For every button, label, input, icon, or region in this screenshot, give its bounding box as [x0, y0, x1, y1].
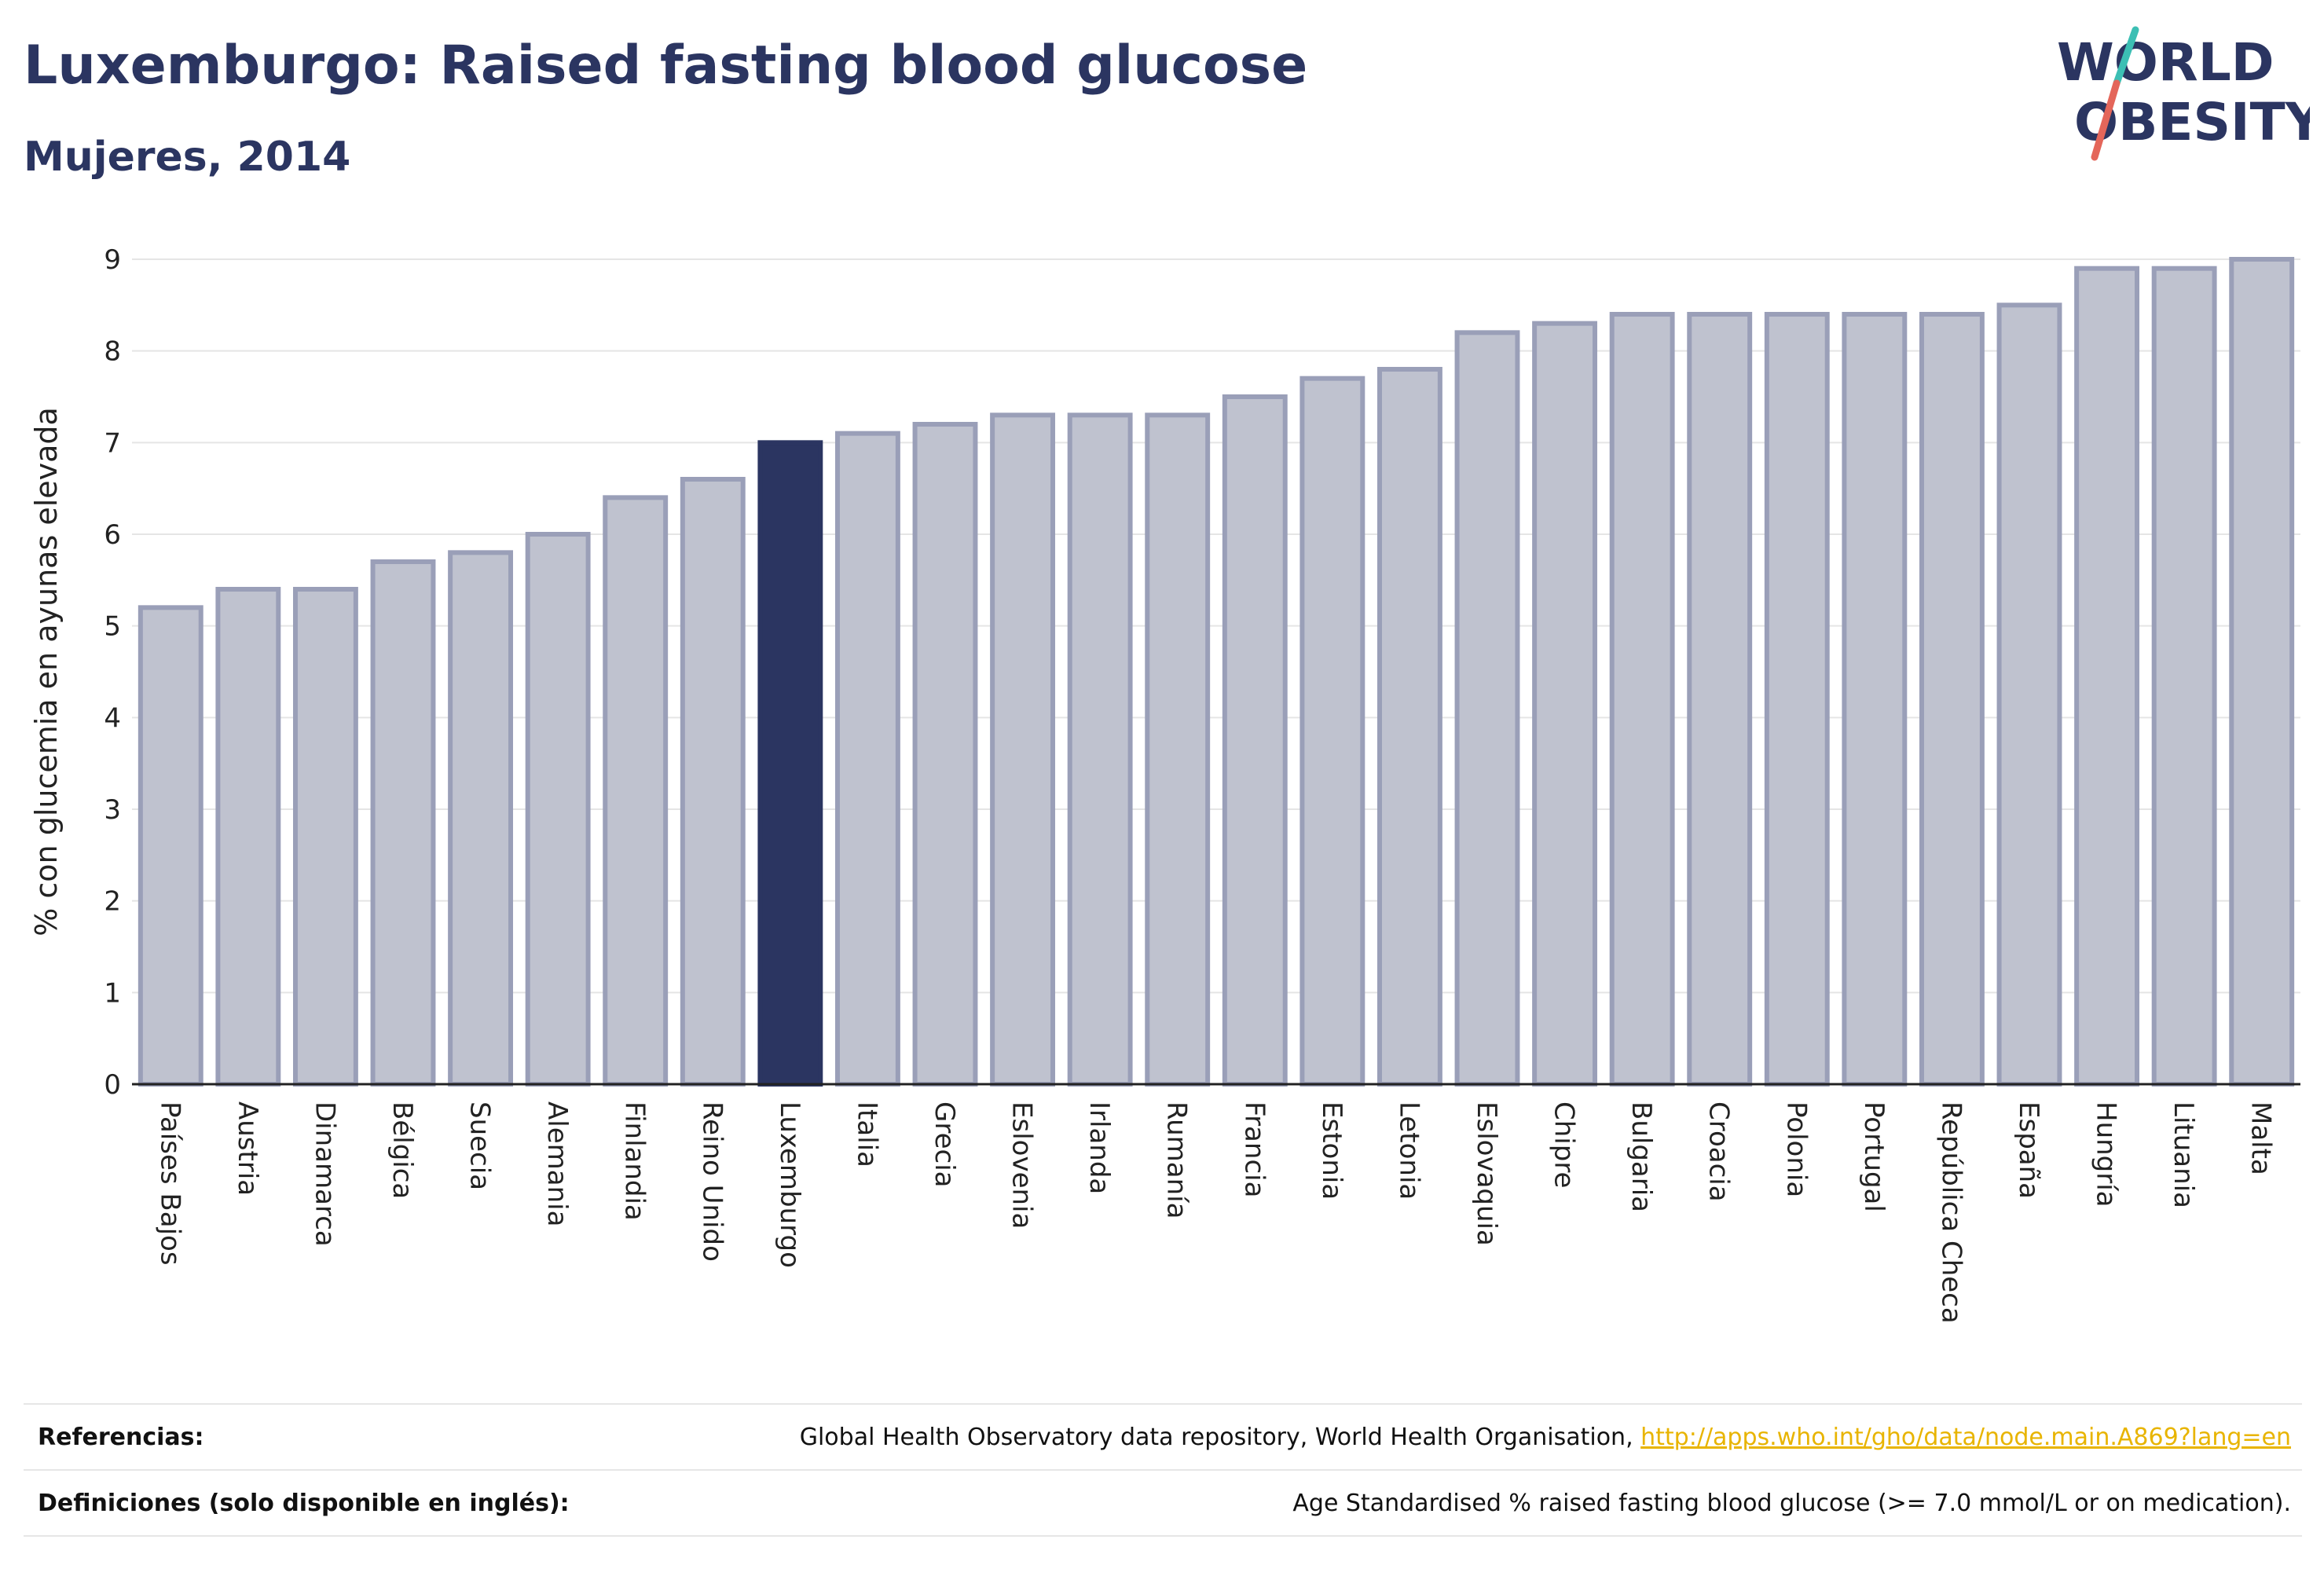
x-tick-label: Grecia — [929, 1101, 960, 1187]
x-tick-label: Austria — [232, 1101, 263, 1196]
logo-slash-teal — [2113, 26, 2139, 87]
x-tick-label: Eslovenia — [1006, 1101, 1038, 1229]
definitions-label: Definiciones (solo disponible en inglés)… — [38, 1490, 570, 1517]
x-tick-label: Malta — [2245, 1101, 2277, 1175]
x-tick-label: Países Bajos — [154, 1101, 185, 1266]
x-tick-label: Polonia — [1780, 1101, 1812, 1197]
references-row: Referencias: Global Health Observatory d… — [24, 1403, 2302, 1469]
x-tick-label: República Checa — [1935, 1101, 1967, 1324]
bar — [1919, 312, 1985, 1087]
x-tick-label: Portugal — [1858, 1101, 1890, 1212]
bar — [834, 431, 900, 1087]
bar — [2074, 266, 2140, 1087]
world-obesity-logo: WORLD OBESITY — [2057, 26, 2310, 161]
y-tick-label: 8 — [104, 336, 121, 368]
y-tick-label: 2 — [104, 886, 121, 918]
x-tick-label: Reino Unido — [696, 1101, 728, 1262]
x-tick-label: Francia — [1238, 1101, 1270, 1197]
bar — [1842, 312, 1908, 1087]
x-tick-label: Irlanda — [1083, 1101, 1115, 1194]
references-value: Global Health Observatory data repositor… — [800, 1424, 2291, 1451]
x-tick-label: Chipre — [1549, 1101, 1580, 1188]
x-tick-label: Letonia — [1393, 1101, 1424, 1200]
bar — [2151, 266, 2217, 1087]
x-tick-label: Croacia — [1703, 1101, 1735, 1202]
x-tick-label: Estonia — [1316, 1101, 1347, 1200]
x-tick-label: Alemania — [541, 1101, 573, 1226]
bar — [680, 477, 746, 1087]
x-tick-label: Dinamarca — [309, 1101, 340, 1247]
y-tick-label: 7 — [104, 427, 121, 459]
chart-title: Luxemburgo: Raised fasting blood glucose — [24, 35, 1308, 97]
logo-slash-red — [2091, 79, 2121, 161]
x-tick-label: Italia — [851, 1101, 882, 1167]
bar — [1764, 312, 1830, 1087]
x-tick-label: España — [2013, 1101, 2044, 1199]
bar — [137, 605, 203, 1087]
references-link[interactable]: http://apps.who.int/gho/data/node.main.A… — [1640, 1424, 2291, 1451]
bar — [1996, 302, 2062, 1087]
y-tick-label: 9 — [104, 244, 121, 276]
bar — [1609, 312, 1675, 1087]
bar — [1687, 312, 1753, 1087]
bar — [1299, 376, 1365, 1087]
x-tick-label: Suecia — [464, 1101, 496, 1190]
bar — [1532, 321, 1598, 1087]
bar — [1454, 330, 1520, 1087]
bar-chart: 0 1 2 3 4 5 6 7 8 9 % con glucemia en ayunas eleva… — [29, 244, 2300, 1324]
bar — [292, 587, 358, 1087]
y-tick-label: 4 — [104, 702, 121, 734]
bar — [912, 422, 978, 1087]
references-label: Referencias: — [38, 1424, 204, 1451]
definitions-row: Definiciones (solo disponible en inglés)… — [24, 1469, 2302, 1535]
bar — [603, 495, 669, 1087]
x-tick-label: Eslovaquia — [1471, 1101, 1502, 1246]
logo-line-1: WORLD — [2057, 32, 2275, 93]
x-tick-label: Finlandia — [619, 1101, 651, 1221]
x-tick-label: Lituania — [2168, 1101, 2199, 1208]
bar — [757, 440, 823, 1087]
x-tick-label: Rumanía — [1161, 1101, 1193, 1219]
y-tick-label: 6 — [104, 519, 121, 551]
x-tick-label: Luxemburgo — [774, 1101, 805, 1268]
x-tick-label: Bélgica — [387, 1101, 418, 1199]
footer-divider — [24, 1535, 2302, 1537]
bar — [2229, 257, 2295, 1087]
x-tick-label: Hungría — [2091, 1101, 2122, 1208]
x-tick-label: Bulgaria — [1626, 1101, 1657, 1212]
references-text: Global Health Observatory data repositor… — [799, 1424, 1641, 1451]
bar — [990, 412, 1056, 1087]
y-tick-label: 3 — [104, 794, 121, 826]
chart-subtitle: Mujeres, 2014 — [24, 134, 351, 181]
bar — [1145, 412, 1211, 1087]
y-axis-label: % con glucemia en ayunas elevada — [29, 407, 64, 936]
bar — [215, 587, 281, 1087]
bar — [1067, 412, 1133, 1087]
bar — [370, 559, 436, 1087]
definitions-value: Age Standardised % raised fasting blood … — [1292, 1490, 2291, 1517]
bar — [1376, 367, 1442, 1087]
bar — [525, 532, 591, 1087]
y-tick-label: 5 — [104, 611, 121, 643]
y-tick-label: 0 — [104, 1069, 121, 1101]
y-tick-label: 1 — [104, 977, 121, 1009]
bar — [448, 550, 514, 1087]
bar — [1222, 394, 1288, 1087]
